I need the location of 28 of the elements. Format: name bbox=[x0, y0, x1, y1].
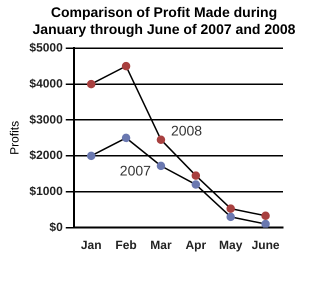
chart-title: Comparison of Profit Made during January through June of 2007 and 2008 bbox=[32, 4, 296, 38]
series-label: 2008 bbox=[170, 122, 202, 139]
x-tick-label: June bbox=[252, 238, 280, 252]
point bbox=[86, 80, 96, 88]
y-tick-label: $4000 bbox=[29, 76, 64, 90]
point bbox=[122, 134, 130, 142]
x-tick-label: Jan bbox=[80, 238, 102, 252]
x-tick-label: Mar bbox=[150, 238, 172, 252]
y-tick-label: $0 bbox=[49, 220, 64, 234]
y-tick-label: $1000 bbox=[29, 184, 64, 198]
point bbox=[156, 162, 166, 170]
y-tick-label: $3000 bbox=[29, 112, 64, 126]
point bbox=[192, 180, 200, 189]
point bbox=[86, 152, 96, 160]
point bbox=[261, 212, 270, 220]
point bbox=[226, 204, 235, 213]
y-axis-title: Profits bbox=[8, 120, 22, 155]
x-tick-label: Feb bbox=[115, 238, 137, 252]
y-tick-label: $2000 bbox=[29, 148, 64, 162]
x-tick-label: May bbox=[219, 238, 243, 252]
point bbox=[122, 62, 130, 70]
point bbox=[226, 212, 235, 222]
point bbox=[156, 135, 166, 144]
y-tick-label: $5000 bbox=[29, 40, 64, 55]
point bbox=[192, 171, 200, 180]
series-label: 2007 bbox=[120, 162, 152, 179]
x-tick-label: Apr bbox=[185, 238, 206, 252]
point bbox=[261, 220, 270, 228]
